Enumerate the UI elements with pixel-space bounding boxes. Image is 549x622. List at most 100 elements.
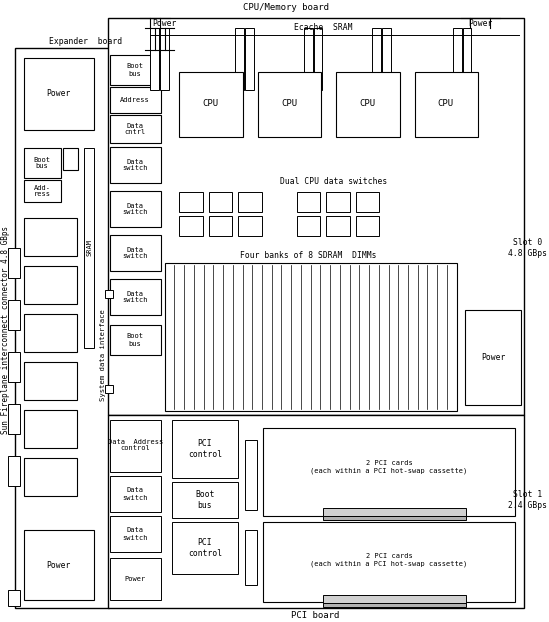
Bar (24, 458, 77, 496)
Bar (8, 300, 20, 330)
Bar (24, 362, 77, 400)
Text: Dual CPU data switches: Dual CPU data switches (279, 177, 387, 187)
Bar (209, 216, 232, 236)
Bar (110, 476, 161, 512)
Bar (356, 216, 379, 236)
Bar (238, 216, 262, 236)
Bar (171, 522, 238, 574)
Text: 2 PCI cards
(each within a PCI hot-swap cassette): 2 PCI cards (each within a PCI hot-swap … (310, 460, 468, 474)
Bar (323, 508, 466, 516)
Bar (356, 192, 379, 212)
Bar (209, 192, 232, 212)
Text: Data
switch: Data switch (122, 159, 148, 172)
Bar (323, 595, 466, 603)
Bar (463, 28, 472, 90)
Bar (110, 558, 161, 600)
Bar (105, 290, 113, 298)
Bar (245, 440, 257, 510)
Bar (110, 235, 161, 271)
Bar (326, 216, 350, 236)
Text: Boot
bus: Boot bus (33, 157, 51, 170)
Bar (165, 263, 457, 411)
Bar (464, 310, 522, 405)
Text: Power: Power (481, 353, 505, 361)
Text: Power: Power (125, 576, 146, 582)
Text: Data
switch: Data switch (122, 290, 148, 304)
Bar (323, 603, 466, 607)
Bar (85, 148, 94, 348)
Text: PCI
control: PCI control (188, 538, 222, 558)
Text: CPU: CPU (281, 100, 297, 108)
Bar (336, 72, 400, 137)
Bar (257, 72, 322, 137)
Bar (110, 279, 161, 315)
Text: CPU: CPU (360, 100, 376, 108)
Bar (326, 192, 350, 212)
Bar (24, 180, 61, 202)
Text: Data
cntrl: Data cntrl (125, 123, 146, 136)
Bar (180, 192, 203, 212)
Text: SRAM: SRAM (86, 239, 92, 256)
Bar (238, 192, 262, 212)
Text: PCI
control: PCI control (188, 439, 222, 458)
Bar (245, 28, 254, 90)
Bar (453, 28, 462, 90)
Text: 2 PCI cards
(each within a PCI hot-swap cassette): 2 PCI cards (each within a PCI hot-swap … (310, 553, 468, 567)
Bar (110, 147, 161, 183)
Bar (108, 415, 524, 608)
Bar (15, 48, 109, 608)
Bar (110, 420, 161, 472)
Text: Boot
bus: Boot bus (127, 63, 144, 77)
Text: CPU/Memory board: CPU/Memory board (243, 4, 329, 12)
Text: PCI board: PCI board (292, 611, 340, 620)
Text: Ecache  SRAM: Ecache SRAM (294, 22, 352, 32)
Bar (110, 325, 161, 355)
Bar (262, 428, 516, 516)
Bar (110, 115, 161, 143)
Text: Address: Address (120, 97, 150, 103)
Bar (24, 266, 77, 304)
Text: Power: Power (47, 90, 71, 98)
Bar (304, 28, 312, 90)
Text: Four banks of 8 SDRAM  DIMMs: Four banks of 8 SDRAM DIMMs (240, 251, 377, 259)
Bar (180, 72, 243, 137)
Bar (414, 72, 478, 137)
Bar (150, 28, 159, 90)
Text: Expander  board: Expander board (49, 37, 122, 47)
Bar (8, 456, 20, 486)
Bar (8, 404, 20, 434)
Text: Data
switch: Data switch (122, 488, 148, 501)
Text: Boot
bus: Boot bus (127, 333, 144, 346)
Text: Power: Power (47, 560, 71, 570)
Bar (110, 55, 161, 85)
Bar (8, 352, 20, 382)
Text: CPU: CPU (438, 100, 454, 108)
Bar (110, 191, 161, 227)
Bar (24, 530, 94, 600)
Text: Power: Power (468, 19, 492, 27)
Bar (24, 410, 77, 448)
Text: Data
switch: Data switch (122, 246, 148, 259)
Text: Sun Fireplane interconnect connector 4.8 GBps: Sun Fireplane interconnect connector 4.8… (2, 226, 10, 434)
Bar (245, 530, 257, 585)
Text: Data
switch: Data switch (122, 203, 148, 215)
Bar (160, 28, 169, 90)
Bar (110, 87, 161, 113)
Text: Data  Address
control: Data Address control (108, 439, 163, 452)
Bar (171, 482, 238, 518)
Bar (372, 28, 381, 90)
Text: Slot 1
2.4 GBps: Slot 1 2.4 GBps (508, 490, 547, 509)
Text: System data interface: System data interface (100, 309, 106, 401)
Bar (8, 248, 20, 278)
Bar (24, 148, 61, 178)
Text: Add-
ress: Add- ress (33, 185, 51, 198)
Text: CPU: CPU (203, 100, 219, 108)
Bar (235, 28, 244, 90)
Bar (108, 18, 524, 415)
Text: Data
switch: Data switch (122, 527, 148, 541)
Bar (297, 192, 321, 212)
Bar (8, 590, 20, 606)
Bar (313, 28, 322, 90)
Bar (180, 216, 203, 236)
Bar (382, 28, 391, 90)
